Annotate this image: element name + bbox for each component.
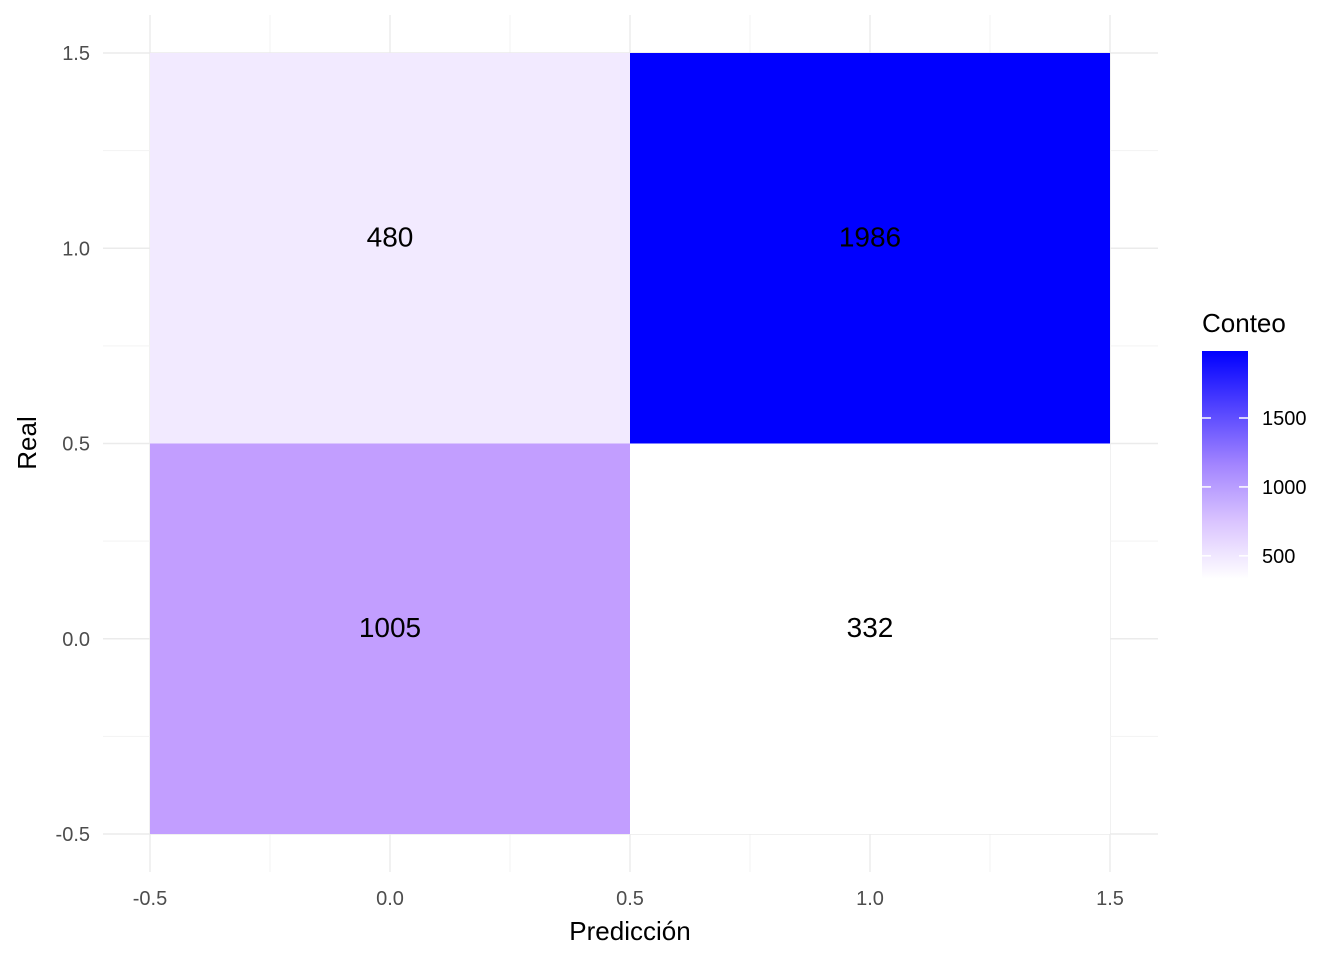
y-tick-label: -0.5 [56,824,90,846]
cell-value-label: 332 [847,612,894,643]
x-tick-label: -0.5 [133,888,167,910]
y-tick-label: 1.0 [62,238,90,260]
legend-title: Conteo [1202,308,1286,338]
x-tick-label: 1.5 [1096,888,1124,910]
heatmap-cells [150,53,1110,834]
y-tick-label: 0.0 [62,629,90,651]
cell-value-label: 1005 [359,612,421,643]
legend-ticks: 500 1000 1500 [1202,408,1307,568]
cell-value-label: 480 [367,221,414,252]
x-axis-ticks: -0.5 0.0 0.5 1.0 1.5 [133,888,1124,910]
heatmap-cell [150,443,630,834]
x-tick-label: 0.5 [616,888,644,910]
cell-value-label: 1986 [839,221,901,252]
heatmap-cell [630,53,1110,444]
x-axis-title: Predicción [569,916,690,946]
legend-tick-label: 1000 [1262,477,1307,499]
color-legend: Conteo 500 1000 1500 [1202,308,1307,579]
x-tick-label: 1.0 [856,888,884,910]
x-tick-label: 0.0 [376,888,404,910]
legend-tick-label: 500 [1262,546,1295,568]
y-axis-ticks: -0.5 0.0 0.5 1.0 1.5 [56,43,90,846]
legend-tick-label: 1500 [1262,408,1307,430]
y-axis-title: Real [12,416,42,469]
cell-labels: 480 1986 1005 332 [359,221,901,643]
legend-colorbar [1202,351,1248,579]
y-tick-label: 0.5 [62,434,90,456]
heatmap-cell [630,443,1110,834]
heatmap-cell [150,53,630,444]
y-tick-label: 1.5 [62,43,90,65]
